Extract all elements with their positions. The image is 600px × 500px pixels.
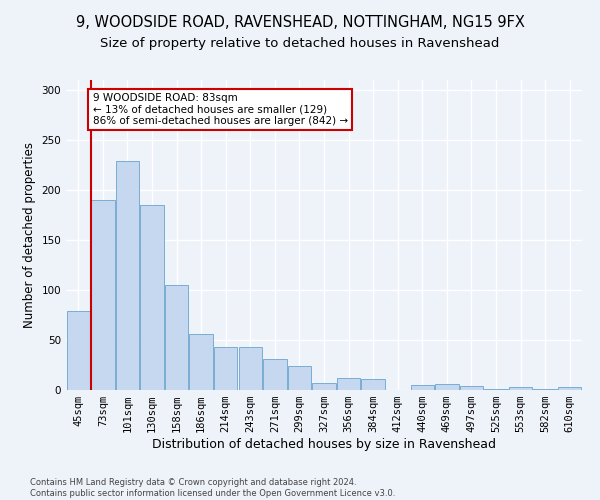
X-axis label: Distribution of detached houses by size in Ravenshead: Distribution of detached houses by size … [152,438,496,451]
Text: 9 WOODSIDE ROAD: 83sqm
← 13% of detached houses are smaller (129)
86% of semi-de: 9 WOODSIDE ROAD: 83sqm ← 13% of detached… [92,93,347,126]
Bar [288,366,311,390]
Bar [484,389,508,390]
Bar [190,334,213,390]
Bar [239,347,262,390]
Bar [435,384,458,390]
Bar [140,205,164,390]
Text: Contains HM Land Registry data © Crown copyright and database right 2024.
Contai: Contains HM Land Registry data © Crown c… [30,478,395,498]
Bar [533,389,557,390]
Bar [509,387,532,390]
Bar [313,383,335,390]
Bar [337,378,360,390]
Bar [361,379,385,390]
Bar [263,359,287,390]
Bar [214,347,238,390]
Bar [410,385,434,390]
Text: Size of property relative to detached houses in Ravenshead: Size of property relative to detached ho… [100,38,500,51]
Bar [67,311,90,390]
Y-axis label: Number of detached properties: Number of detached properties [23,142,36,328]
Bar [460,386,483,390]
Bar [116,161,139,390]
Bar [91,200,115,390]
Bar [165,285,188,390]
Bar [558,387,581,390]
Text: 9, WOODSIDE ROAD, RAVENSHEAD, NOTTINGHAM, NG15 9FX: 9, WOODSIDE ROAD, RAVENSHEAD, NOTTINGHAM… [76,15,524,30]
